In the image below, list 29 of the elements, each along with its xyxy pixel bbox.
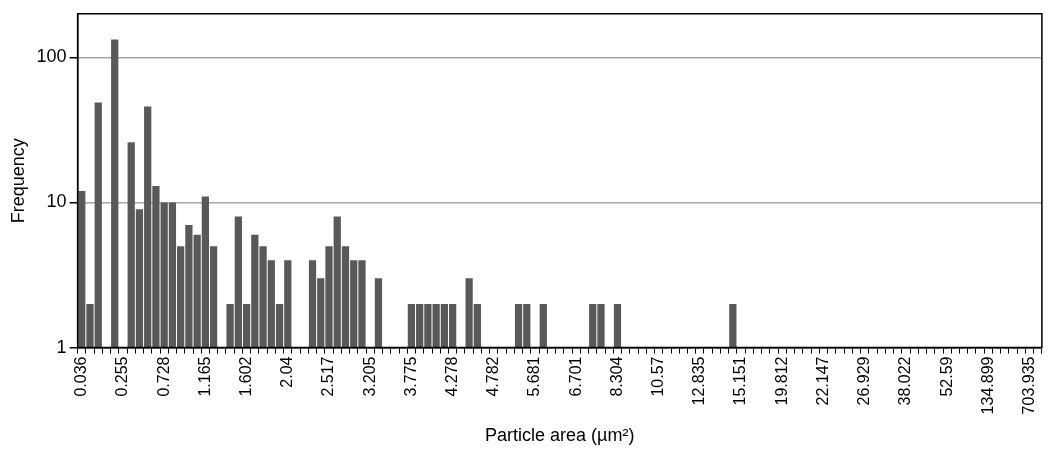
x-tick-label: 4.782 — [484, 356, 502, 397]
y-tick-label: 1 — [56, 336, 67, 357]
x-tick-label: 22.147 — [813, 356, 831, 406]
x-tick-label: 1.602 — [236, 356, 254, 397]
x-tick-label: 1.165 — [195, 356, 213, 397]
x-tick-label: 2.04 — [278, 356, 296, 388]
x-tick-label: 19.812 — [772, 356, 790, 406]
x-tick-label: 0.036 — [72, 356, 90, 397]
x-tick-label: 38.022 — [896, 356, 914, 406]
y-axis-title: Frequency — [7, 138, 28, 224]
x-tick-label: 0.255 — [113, 356, 131, 397]
x-tick-label: 2.517 — [319, 356, 337, 397]
y-tick-label: 100 — [36, 46, 67, 67]
y-tick-label: 10 — [46, 191, 67, 212]
x-tick-label: 52.59 — [937, 356, 955, 397]
x-tick-label: 0.728 — [154, 356, 172, 397]
x-tick-label: 4.278 — [443, 356, 461, 397]
x-tick-label: 10.57 — [649, 356, 667, 397]
x-tick-label: 12.835 — [690, 356, 708, 406]
x-tick-label: 134.899 — [978, 356, 996, 415]
x-tick-label: 3.205 — [360, 356, 378, 397]
x-tick-label: 8.304 — [607, 356, 625, 397]
x-tick-label: 703.935 — [1019, 356, 1037, 415]
x-tick-label: 5.681 — [525, 356, 543, 397]
x-tick-label: 26.929 — [855, 356, 873, 406]
x-axis-title: Particle area (µm²) — [485, 425, 635, 446]
x-tick-label: 15.151 — [731, 356, 749, 406]
x-tick-label: 6.701 — [566, 356, 584, 397]
x-tick-label: 3.775 — [401, 356, 419, 397]
